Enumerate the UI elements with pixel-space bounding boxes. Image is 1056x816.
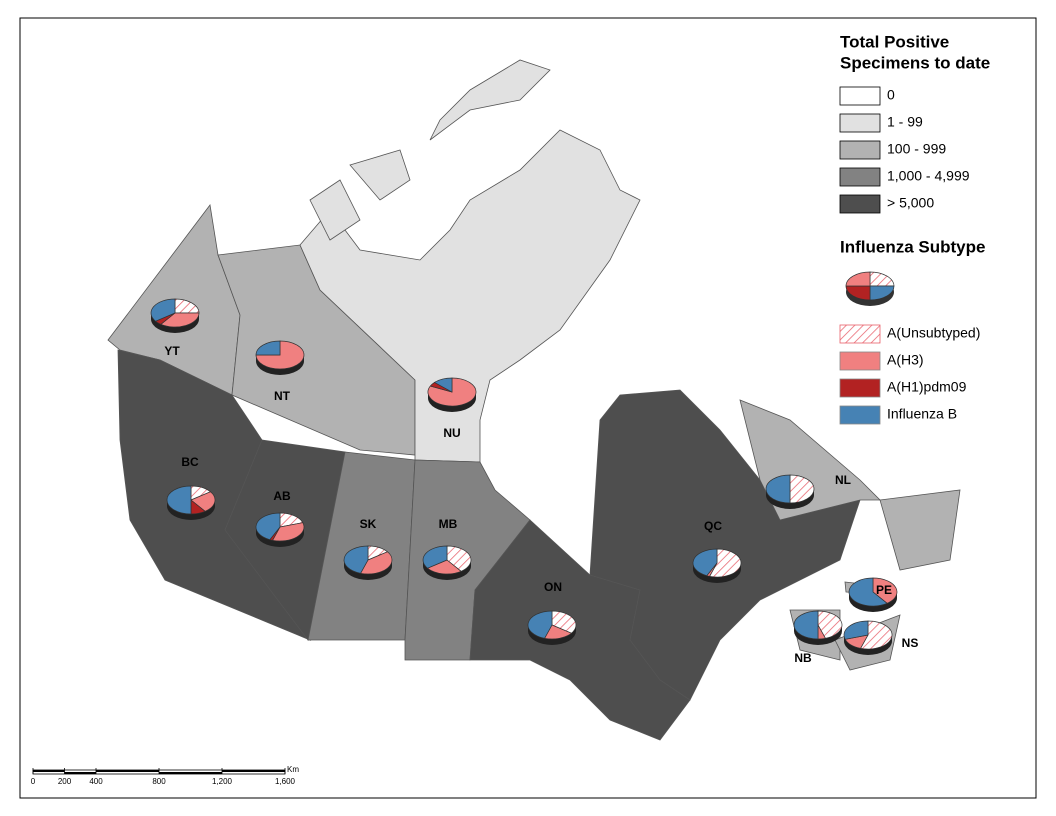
pie-slice xyxy=(255,340,281,356)
legend-swatch xyxy=(839,113,881,133)
region-label: SK xyxy=(360,517,377,531)
pie-slice xyxy=(765,474,791,504)
region-label: ON xyxy=(544,580,562,594)
region-label: NU xyxy=(443,426,460,440)
legend-swatch xyxy=(839,378,881,398)
legend-label: 1 - 99 xyxy=(887,114,923,130)
legend-swatch xyxy=(839,86,881,106)
legend-label: 100 - 999 xyxy=(887,141,946,157)
scale-label: 200 xyxy=(58,777,72,786)
scale-segment xyxy=(33,770,65,772)
legend-label: A(H3) xyxy=(887,352,924,368)
legend-label: Influenza B xyxy=(887,406,957,422)
pie-slice xyxy=(848,577,888,607)
pie-slice xyxy=(872,577,898,604)
scale-segment xyxy=(159,772,222,774)
pie-slice xyxy=(843,620,869,640)
region-label: NS xyxy=(902,636,919,650)
region-label: AB xyxy=(273,489,291,503)
pie-slice xyxy=(174,298,200,314)
pie-slice xyxy=(150,298,176,322)
region-label: YT xyxy=(164,344,180,358)
legend: Total Positive Specimens to date Influen… xyxy=(839,32,990,425)
legend-label: > 5,000 xyxy=(887,195,934,211)
pie-slice xyxy=(709,548,742,578)
scale-segment xyxy=(64,772,96,774)
region-label: NB xyxy=(794,651,812,665)
pie-slice xyxy=(817,610,843,639)
legend-swatch xyxy=(839,194,881,214)
legend-title: Total Positive xyxy=(840,32,949,51)
sample-pie xyxy=(845,271,895,306)
legend-swatch xyxy=(839,167,881,187)
pie-slice xyxy=(166,485,192,515)
pie-slice xyxy=(255,340,305,370)
region-label: NL xyxy=(835,473,851,487)
legend-label: 0 xyxy=(887,87,895,103)
pie-slice xyxy=(692,548,718,577)
subtype-title: Influenza Subtype xyxy=(840,237,985,256)
scale-label: 1,200 xyxy=(212,777,233,786)
pie-slice xyxy=(360,551,393,575)
scale-label: 400 xyxy=(89,777,103,786)
pie-slice xyxy=(551,610,577,634)
scale-segment xyxy=(96,770,159,772)
region-label: PE xyxy=(876,583,892,597)
legend-swatch xyxy=(839,324,881,344)
legend-swatch xyxy=(839,140,881,160)
region-label: NT xyxy=(274,389,291,403)
scale-label: 800 xyxy=(152,777,166,786)
province xyxy=(879,489,961,571)
pie-slice xyxy=(160,312,200,328)
scale-bar: 0 200 400 800 1,200 1,600 Km xyxy=(31,765,300,786)
scale-label: 0 xyxy=(31,777,36,786)
pies: YT NT NU BC AB SK MB ON QC NL PE NB NS xyxy=(150,298,919,665)
pie-slice xyxy=(789,474,815,504)
pie-slice xyxy=(422,545,448,569)
pie-slice xyxy=(190,491,216,512)
land xyxy=(107,59,961,741)
legend-swatch xyxy=(839,351,881,371)
region-label: BC xyxy=(181,455,199,469)
legend-title: Specimens to date xyxy=(840,53,990,72)
scale-segment xyxy=(222,770,285,772)
province xyxy=(429,59,551,141)
pie-slice xyxy=(343,545,369,574)
legend-label: A(H1)pdm09 xyxy=(887,379,967,395)
pie-slice xyxy=(433,377,453,393)
legend-swatch xyxy=(839,405,881,425)
pie-slice xyxy=(272,522,305,542)
province xyxy=(309,179,361,241)
scale-label: 1,600 xyxy=(275,777,296,786)
province xyxy=(589,389,861,701)
region-label: MB xyxy=(439,517,458,531)
pie-slice xyxy=(860,620,893,650)
legend-label: 1,000 - 4,999 xyxy=(887,168,970,184)
legend-label: A(Unsubtyped) xyxy=(887,325,980,341)
pie-slice xyxy=(793,610,819,640)
pie-slice xyxy=(446,545,472,572)
pie-slice xyxy=(255,512,281,541)
scale-unit: Km xyxy=(287,765,299,774)
province xyxy=(349,149,411,201)
pie-slice xyxy=(426,559,462,575)
region-label: QC xyxy=(704,519,722,533)
pie-slice xyxy=(527,610,553,639)
